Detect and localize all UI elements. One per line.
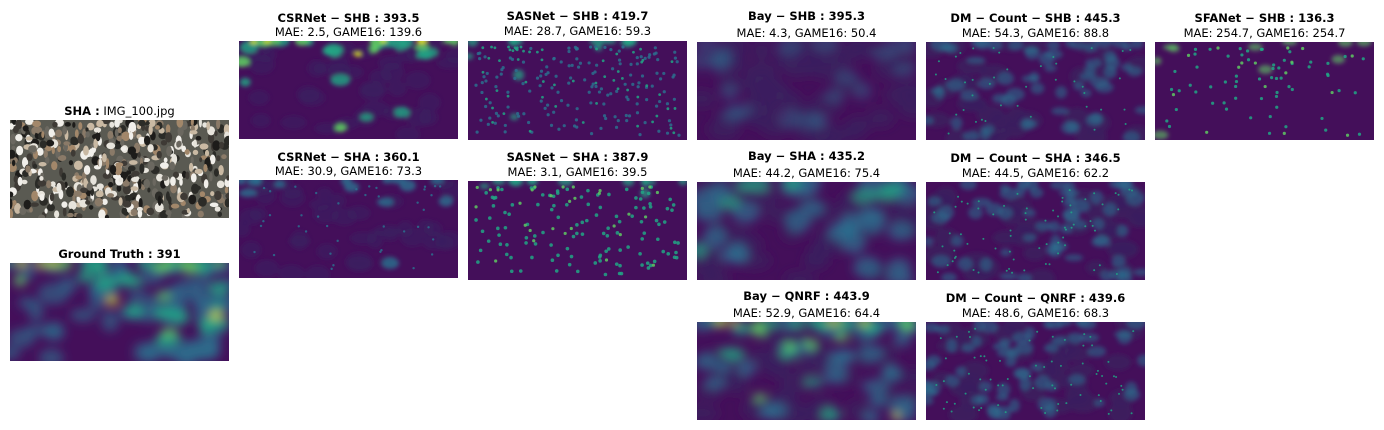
input-image-title: SHA : IMG_100.jpg [10, 104, 229, 118]
bay-qnrf-metrics: MAE: 52.9, GAME16: 64.4 [732, 306, 881, 320]
dm-count-sha-title: DM − Count − SHA : 346.5 [950, 151, 1121, 165]
sasnet-sha-density-map [468, 181, 687, 280]
dm-count-qnrf-metrics: MAE: 48.6, GAME16: 68.3 [961, 306, 1110, 320]
dataset-label: SHA : [64, 104, 100, 118]
bay-shb-title: Bay − SHB : 395.3 [748, 9, 865, 23]
sfanet-shb-density-map [1155, 42, 1374, 140]
csrnet-sha-density-map [239, 180, 458, 278]
bay-sha-density-map [697, 182, 916, 280]
sasnet-sha-title: SASNet − SHA : 387.9 [506, 150, 649, 164]
sasnet-shb-title: SASNet − SHB : 419.7 [506, 9, 649, 23]
image-filename: IMG_100.jpg [103, 104, 175, 118]
sfanet-shb-title: SFANet − SHB : 136.3 [1194, 11, 1335, 25]
dm-count-sha-metrics: MAE: 44.5, GAME16: 62.2 [961, 166, 1110, 180]
ground-truth-title: Ground Truth : 391 [58, 247, 181, 261]
bay-sha-metrics: MAE: 44.2, GAME16: 75.4 [732, 166, 881, 180]
bay-shb-metrics: MAE: 4.3, GAME16: 50.4 [736, 26, 877, 40]
csrnet-sha-title: CSRNet − SHA : 360.1 [277, 150, 420, 164]
sfanet-shb-metrics: MAE: 254.7, GAME16: 254.7 [1183, 26, 1346, 40]
bay-sha-title: Bay − SHA : 435.2 [747, 149, 866, 163]
bay-qnrf-density-map [697, 322, 916, 420]
dm-count-sha-density-map [926, 182, 1145, 280]
dm-count-shb-metrics: MAE: 54.3, GAME16: 88.8 [961, 26, 1110, 40]
csrnet-shb-metrics: MAE: 2.5, GAME16: 139.6 [274, 25, 423, 39]
csrnet-sha-metrics: MAE: 30.9, GAME16: 73.3 [274, 164, 423, 178]
ground-truth-density-map [10, 263, 229, 361]
dm-count-qnrf-density-map [926, 322, 1145, 420]
dm-count-shb-density-map [926, 42, 1145, 140]
dm-count-qnrf-title: DM − Count − QNRF : 439.6 [945, 291, 1126, 305]
bay-shb-density-map [697, 42, 916, 140]
dm-count-shb-title: DM − Count − SHB : 445.3 [950, 11, 1121, 25]
csrnet-shb-density-map [239, 41, 458, 139]
sasnet-shb-metrics: MAE: 28.7, GAME16: 59.3 [503, 24, 652, 38]
sasnet-shb-density-map [468, 41, 687, 140]
bay-qnrf-title: Bay − QNRF : 443.9 [743, 289, 870, 303]
sasnet-sha-metrics: MAE: 3.1, GAME16: 39.5 [507, 165, 648, 179]
csrnet-shb-title: CSRNet − SHB : 393.5 [277, 11, 420, 25]
input-crowd-image [10, 120, 229, 218]
